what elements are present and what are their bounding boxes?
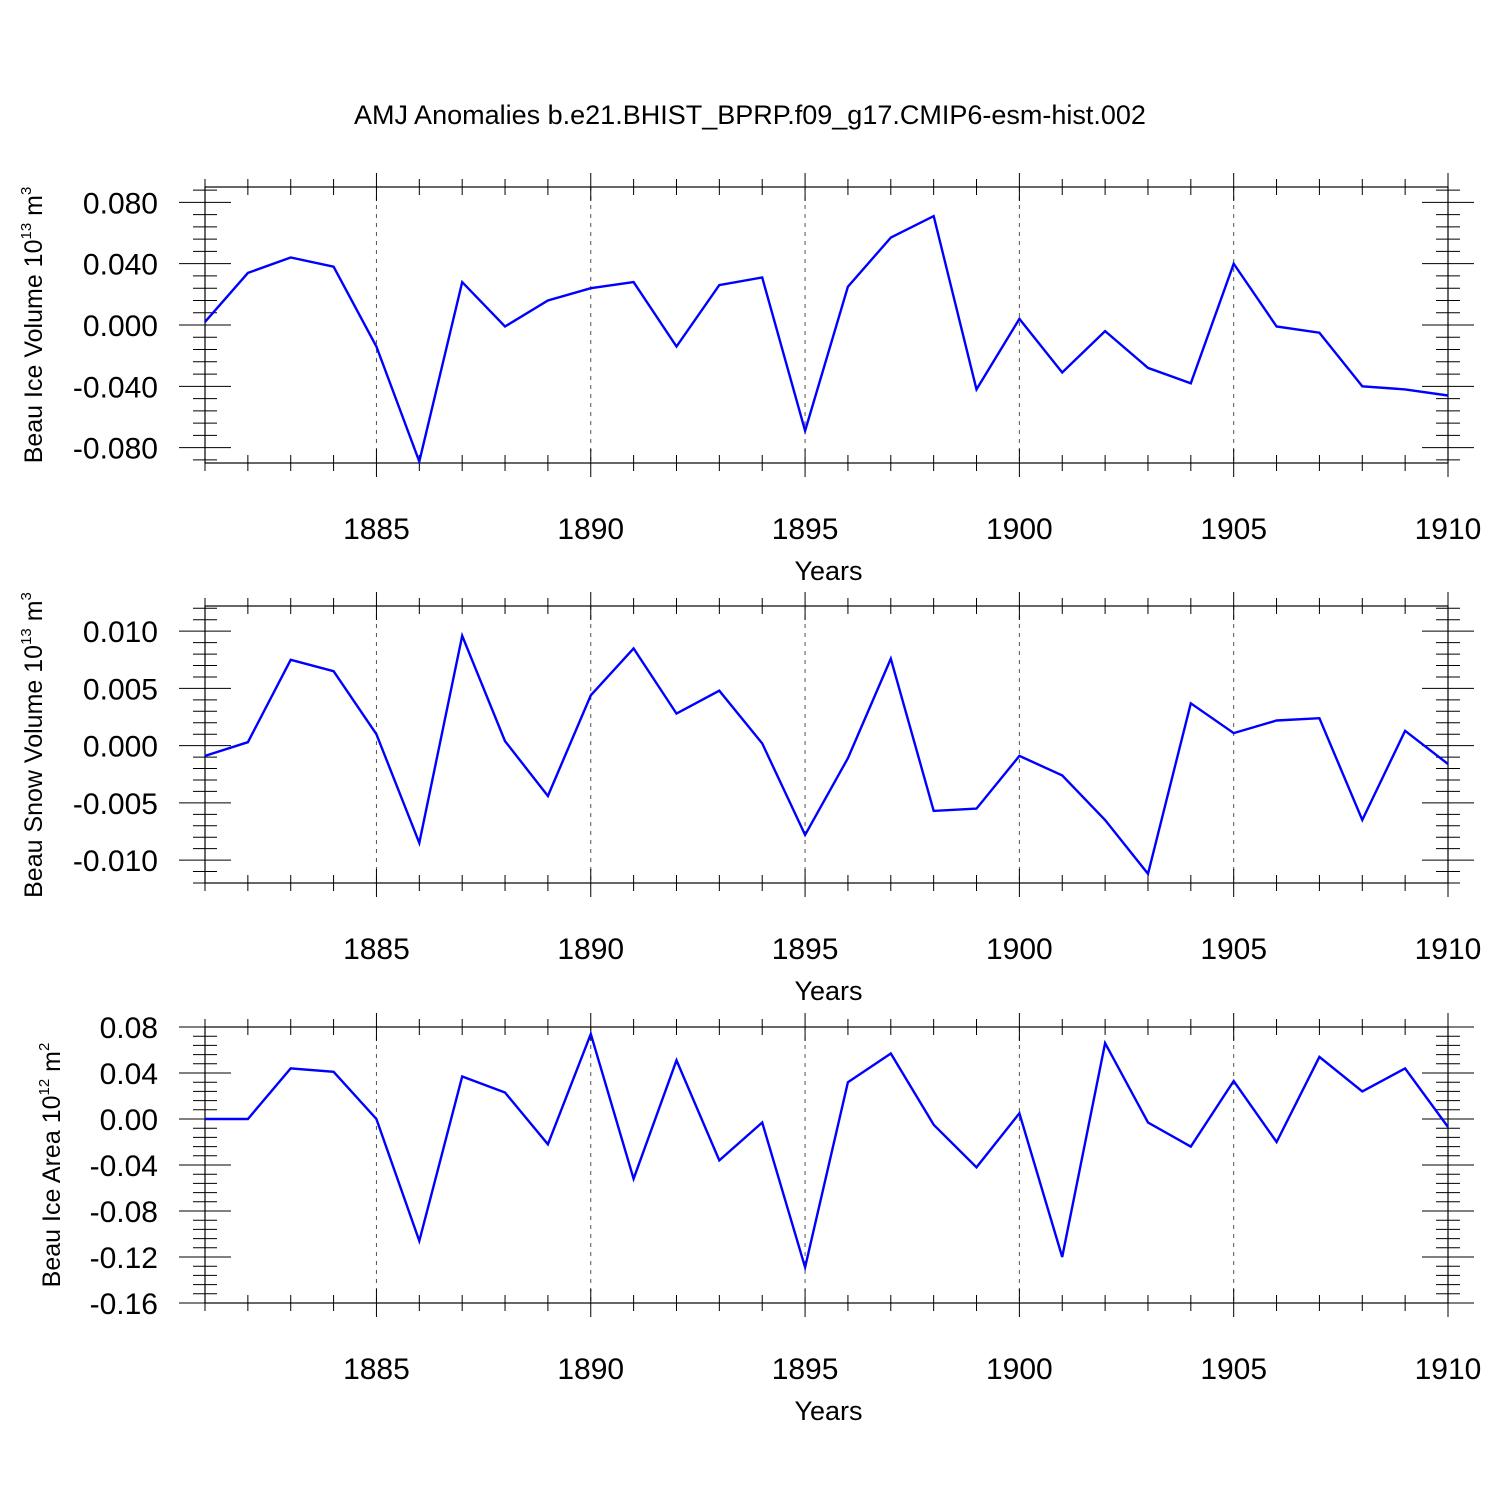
y-tick-label: -0.16 [90,1288,158,1321]
y-tick-label: 0.000 [83,731,158,764]
x-tick-label: 1895 [772,1353,839,1386]
x-tick-label: 1905 [1200,1353,1267,1386]
x-tick-label: 1885 [343,513,410,546]
x-tick-label: 1905 [1200,513,1267,546]
x-tick-label: 1890 [557,933,624,966]
y-tick-label: -0.04 [90,1150,158,1183]
y-tick-label: 0.08 [100,1012,158,1045]
series-line [205,1030,1449,1273]
x-tick-label: 1910 [1415,513,1482,546]
y-axis-label: Beau Ice Area 1012 m2 [36,1043,66,1288]
x-tick-label: 1895 [772,513,839,546]
chart-panel-3: 1885 1890 1895 1900 1905 1910 Years -0.16 -0.12 -… [36,1012,1481,1426]
series-line [204,214,1449,466]
y-tick-label: -0.010 [73,845,158,878]
x-tick-label: 1910 [1415,933,1482,966]
y-tick-label: -0.12 [90,1242,158,1275]
y-tick-label: 0.04 [100,1058,158,1091]
y-axis-label: Beau Snow Volume 1013 m3 [18,592,48,898]
x-tick-label: 1910 [1415,1353,1482,1386]
figure-title: AMJ Anomalies b.e21.BHIST_BPRP.f09_g17.C… [354,100,1146,130]
y-tick-label: -0.040 [73,371,158,404]
series-line [204,631,1449,877]
x-tick-label: 1900 [986,513,1053,546]
x-axis-label: Years [794,976,862,1006]
y-tick-label: -0.08 [90,1196,158,1229]
y-tick-label: 0.040 [83,249,158,282]
x-tick-label: 1890 [557,513,624,546]
y-tick-label: 0.080 [83,187,158,220]
y-axis-label: Beau Ice Volume 1013 m3 [18,187,48,464]
y-tick-label: 0.005 [83,673,158,706]
y-tick-label: 0.000 [83,310,158,343]
x-tick-label: 1905 [1200,933,1267,966]
plot-frame [204,605,1449,884]
y-tick-label: 0.010 [83,616,158,649]
x-tick-label: 1895 [772,933,839,966]
y-tick-label: -0.005 [73,788,158,821]
x-tick-label: 1900 [986,1353,1053,1386]
x-axis-label: Years [794,556,862,586]
x-tick-label: 1900 [986,933,1053,966]
x-tick-label: 1885 [343,1353,410,1386]
x-axis-label: Years [794,1396,862,1426]
chart-panel-2: 1885 1890 1895 1900 1905 1910 Years -0.010 -0.00… [18,592,1481,1006]
y-tick-label: -0.080 [73,433,158,466]
x-tick-label: 1890 [557,1353,624,1386]
x-tick-label: 1885 [343,933,410,966]
plot-frame [204,186,1449,464]
chart-panel-1: 1885 1890 1895 1900 1905 1910 Years -0.080 -0.04… [18,173,1481,586]
y-tick-label: 0.00 [100,1104,158,1137]
